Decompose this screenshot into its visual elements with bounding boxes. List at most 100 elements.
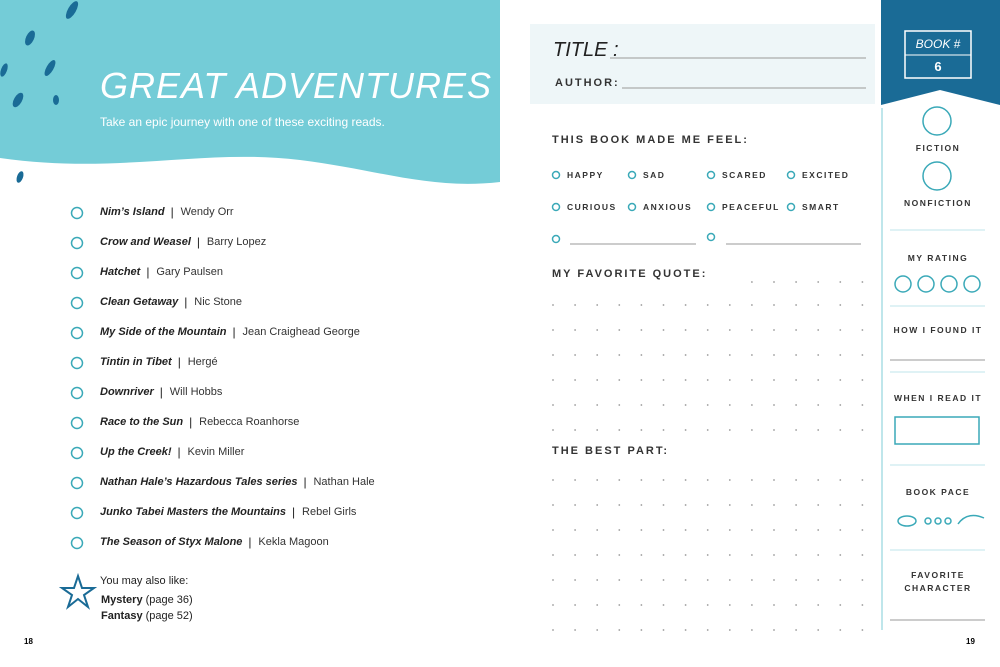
book-title: Junko Tabei Masters the Mountains (100, 506, 287, 518)
writing-dot (662, 579, 665, 581)
writing-dot (662, 304, 665, 306)
writing-dot (596, 354, 599, 356)
writing-dot (728, 354, 731, 356)
feeling: SCARED (722, 170, 767, 180)
book-author: Nathan Hale (313, 476, 375, 488)
checkbox (627, 202, 637, 212)
writing-dot (773, 504, 775, 506)
feeling: HAPPY (567, 170, 604, 180)
page-number: 18 (24, 637, 33, 646)
writing-dot (839, 629, 842, 631)
writing-dot (817, 604, 820, 606)
writing-dot (552, 629, 554, 631)
writing-dot (684, 604, 687, 606)
writing-dot (662, 529, 665, 531)
writing-dot (728, 529, 731, 531)
book-author: Rebel Girls (302, 506, 357, 518)
writing-dot (817, 404, 820, 406)
writing-dot (684, 479, 687, 481)
when-read-label: WHEN I READ IT (893, 393, 983, 403)
writing-dot (861, 281, 864, 283)
checkbox (706, 170, 716, 180)
separator: | (177, 445, 181, 459)
checkbox (70, 416, 84, 430)
writing-dot (839, 404, 842, 406)
favorite-character-label: FAVORITE CHARACTER (904, 570, 972, 593)
writing-dot (861, 504, 864, 506)
writing-dot (574, 504, 576, 506)
writing-dot (596, 304, 599, 306)
writing-dot (662, 554, 665, 556)
writing-dot (773, 554, 775, 556)
writing-dot (795, 479, 797, 481)
writing-dot (817, 579, 820, 581)
book-title: Tintin in Tibet (100, 356, 172, 368)
writing-dot (684, 554, 687, 556)
writing-dot (618, 579, 621, 581)
book-title: My Side of the Mountain (100, 326, 227, 338)
writing-dot (839, 354, 842, 356)
writing-dot (751, 429, 753, 431)
separator: | (146, 265, 150, 279)
feeling: EXCITED (802, 170, 850, 180)
also-title: Mystery (101, 594, 143, 606)
separator: | (189, 415, 193, 429)
writing-dot (574, 354, 576, 356)
writing-dot (706, 629, 709, 631)
writing-dot (817, 354, 820, 356)
book-author: Hergé (187, 356, 218, 368)
writing-dot (684, 629, 687, 631)
writing-dot (817, 554, 820, 556)
writing-dot (574, 579, 576, 581)
writing-dot (684, 379, 687, 381)
writing-dot (861, 379, 864, 381)
writing-dot (640, 479, 643, 481)
writing-dot (684, 404, 687, 406)
writing-dot (817, 479, 820, 481)
writing-dot (728, 329, 731, 331)
writing-dot (795, 329, 797, 331)
fiction-label: FICTION (915, 143, 961, 153)
writing-dot (662, 354, 665, 356)
writing-dot (861, 404, 864, 406)
writing-dot (706, 429, 709, 431)
nonfiction-label: NONFICTION (904, 198, 972, 208)
writing-dot (618, 429, 621, 431)
writing-dot (795, 281, 797, 283)
feel-heading: THIS BOOK MADE ME FEEL: (552, 134, 749, 146)
writing-dot (552, 404, 554, 406)
checkbox (70, 326, 84, 340)
writing-dot (751, 579, 753, 581)
feeling: PEACEFUL (722, 202, 780, 212)
writing-dot (640, 404, 643, 406)
checkbox (70, 266, 84, 280)
writing-dot (574, 629, 576, 631)
writing-dot (706, 304, 709, 306)
writing-dot (574, 304, 576, 306)
also-page: (page 52) (145, 610, 193, 622)
book-author: Gary Paulsen (156, 266, 223, 278)
book-title: Up the Creek! (100, 446, 172, 458)
writing-dot (728, 404, 731, 406)
writing-dot (839, 429, 842, 431)
quote-heading: MY FAVORITE QUOTE: (552, 268, 708, 280)
writing-dot (662, 604, 665, 606)
checkbox (70, 206, 84, 220)
writing-dot (839, 529, 842, 531)
writing-dot (618, 404, 621, 406)
writing-dot (773, 479, 775, 481)
checkbox (786, 202, 796, 212)
writing-dot (861, 629, 864, 631)
writing-dot (684, 579, 687, 581)
writing-dot (795, 304, 797, 306)
writing-dot (861, 354, 864, 356)
checkbox (551, 170, 561, 180)
writing-dot (596, 504, 599, 506)
writing-dot (596, 604, 599, 606)
checkbox (70, 536, 84, 550)
writing-dot (596, 404, 599, 406)
book-author: Rebecca Roanhorse (199, 416, 300, 428)
checkbox (70, 386, 84, 400)
